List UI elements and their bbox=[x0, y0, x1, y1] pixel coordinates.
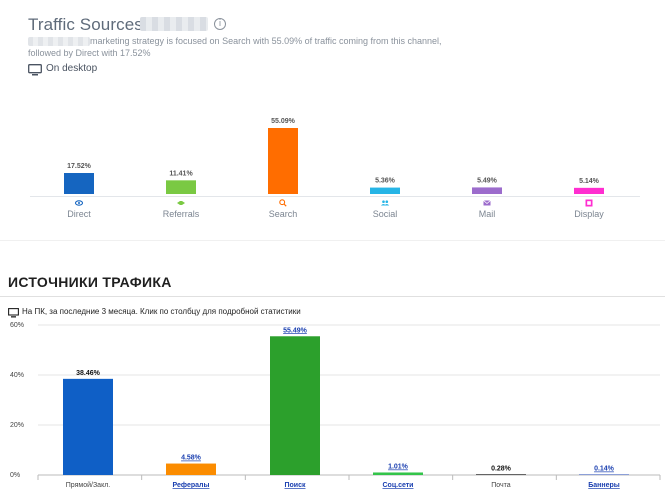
card-description: marketing strategy is focused on Search … bbox=[90, 36, 442, 46]
info-icon[interactable]: i bbox=[214, 18, 226, 30]
bar-5[interactable] bbox=[476, 474, 526, 475]
search-icon bbox=[279, 199, 287, 207]
value-label-5: 0.28% bbox=[491, 465, 512, 472]
bar-referrals[interactable] bbox=[166, 180, 196, 194]
value-label-2[interactable]: 4.58% bbox=[181, 455, 202, 462]
category-label-2[interactable]: Рефералы bbox=[173, 482, 210, 489]
bar-social[interactable] bbox=[370, 187, 400, 194]
card-title: Traffic Sources for bbox=[28, 15, 168, 34]
people-icon bbox=[381, 200, 390, 206]
bar-display[interactable] bbox=[574, 187, 604, 194]
value-label-referrals: 11.41% bbox=[169, 170, 193, 177]
mail-icon bbox=[483, 200, 491, 206]
category-label-mail: Mail bbox=[479, 209, 496, 219]
value-label-direct: 17.52% bbox=[67, 163, 92, 170]
y-tick-label: 20% bbox=[10, 422, 24, 429]
value-label-social: 5.36% bbox=[375, 178, 396, 185]
y-tick-label: 60% bbox=[10, 322, 24, 329]
monitor-icon bbox=[8, 308, 19, 318]
y-tick-label: 40% bbox=[10, 372, 24, 379]
bar-2[interactable] bbox=[166, 463, 216, 475]
bar-1[interactable] bbox=[63, 378, 113, 475]
bar-3[interactable] bbox=[270, 336, 320, 475]
category-label-5: Почта bbox=[491, 482, 511, 489]
category-label-6[interactable]: Баннеры bbox=[588, 482, 620, 489]
value-label-6[interactable]: 0.14% bbox=[594, 466, 615, 473]
chart-baseline bbox=[30, 196, 640, 197]
y-tick-label: 0% bbox=[10, 472, 20, 479]
bar-search[interactable] bbox=[268, 128, 298, 194]
device-label: On desktop bbox=[46, 63, 98, 74]
value-label-1: 38.46% bbox=[76, 370, 101, 377]
category-label-direct: Direct bbox=[67, 209, 91, 219]
category-label-social: Social bbox=[373, 209, 398, 219]
handshake-icon bbox=[177, 201, 185, 205]
section-title: ИСТОЧНИКИ ТРАФИКА bbox=[8, 274, 172, 290]
value-label-mail: 5.49% bbox=[477, 177, 498, 184]
display-icon bbox=[585, 199, 593, 207]
chart-note: На ПК, за последние 3 месяца. Клик по ст… bbox=[22, 307, 301, 316]
card-description-continued: followed by Direct with 17.52% bbox=[28, 48, 151, 58]
category-label-4[interactable]: Соц.сети bbox=[382, 482, 413, 489]
bar-6[interactable] bbox=[579, 474, 629, 476]
category-label-1: Прямой/Закл. bbox=[66, 481, 111, 489]
value-label-4[interactable]: 1.01% bbox=[388, 463, 409, 470]
value-label-search: 55.09% bbox=[271, 118, 296, 125]
category-label-search: Search bbox=[269, 209, 298, 219]
redacted-site-name-inline bbox=[28, 37, 90, 46]
traffic-sources-card: Traffic Sources for i marketing strategy… bbox=[0, 0, 665, 241]
bar-4[interactable] bbox=[373, 472, 423, 475]
category-label-3[interactable]: Поиск bbox=[284, 482, 306, 489]
divider bbox=[0, 296, 665, 297]
value-label-display: 5.14% bbox=[579, 178, 600, 185]
value-label-3[interactable]: 55.49% bbox=[283, 327, 308, 334]
redacted-site-name bbox=[140, 17, 208, 31]
bar-mail[interactable] bbox=[472, 187, 502, 194]
category-label-referrals: Referrals bbox=[163, 209, 200, 219]
traffic-sources-chart: 17.52% Direct 11.41% Referrals 55.09% Search 5… bbox=[64, 118, 604, 219]
monitor-icon bbox=[28, 64, 42, 76]
bar-direct[interactable] bbox=[64, 173, 94, 194]
eye-icon bbox=[74, 200, 84, 206]
category-label-display: Display bbox=[574, 209, 604, 219]
